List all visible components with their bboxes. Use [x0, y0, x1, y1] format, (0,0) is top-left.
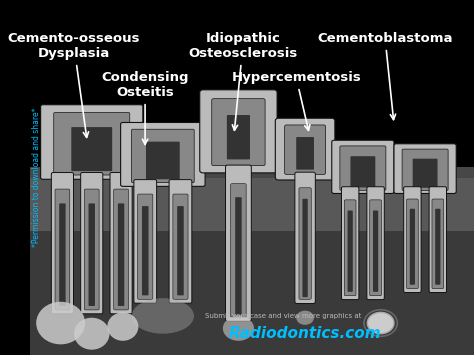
Text: Cementoblastoma: Cementoblastoma — [318, 32, 453, 120]
FancyBboxPatch shape — [137, 194, 153, 299]
FancyBboxPatch shape — [404, 187, 421, 293]
FancyBboxPatch shape — [59, 203, 65, 306]
FancyBboxPatch shape — [341, 187, 359, 300]
FancyBboxPatch shape — [299, 188, 311, 299]
Text: Condensing
Osteitis: Condensing Osteitis — [101, 71, 189, 144]
FancyBboxPatch shape — [226, 165, 251, 321]
Text: Radiodontics.com: Radiodontics.com — [229, 326, 382, 341]
Ellipse shape — [296, 311, 314, 325]
FancyBboxPatch shape — [332, 140, 394, 193]
Text: Submit your case and view more graphics at: Submit your case and view more graphics … — [205, 313, 361, 319]
FancyBboxPatch shape — [142, 206, 148, 295]
FancyBboxPatch shape — [435, 209, 440, 285]
FancyBboxPatch shape — [71, 127, 112, 171]
FancyBboxPatch shape — [370, 200, 382, 296]
FancyBboxPatch shape — [131, 129, 194, 182]
FancyBboxPatch shape — [177, 206, 184, 295]
FancyBboxPatch shape — [295, 172, 315, 304]
FancyBboxPatch shape — [429, 187, 447, 293]
FancyBboxPatch shape — [51, 173, 73, 314]
FancyBboxPatch shape — [402, 149, 448, 190]
Text: Idiopathic
Osteosclerosis: Idiopathic Osteosclerosis — [188, 32, 298, 130]
FancyBboxPatch shape — [173, 194, 188, 299]
FancyBboxPatch shape — [275, 118, 335, 180]
FancyBboxPatch shape — [89, 203, 95, 306]
FancyBboxPatch shape — [407, 199, 418, 289]
FancyBboxPatch shape — [110, 173, 132, 314]
Ellipse shape — [367, 312, 394, 334]
FancyBboxPatch shape — [29, 167, 474, 231]
FancyBboxPatch shape — [84, 189, 99, 310]
Ellipse shape — [36, 302, 85, 344]
Ellipse shape — [74, 318, 109, 350]
FancyBboxPatch shape — [296, 137, 314, 170]
FancyBboxPatch shape — [413, 159, 438, 188]
FancyBboxPatch shape — [350, 156, 375, 187]
FancyBboxPatch shape — [347, 211, 353, 292]
FancyBboxPatch shape — [114, 189, 128, 310]
FancyBboxPatch shape — [344, 200, 356, 296]
FancyBboxPatch shape — [118, 203, 124, 306]
FancyBboxPatch shape — [394, 144, 456, 193]
FancyBboxPatch shape — [227, 115, 250, 159]
FancyBboxPatch shape — [367, 187, 384, 300]
FancyBboxPatch shape — [55, 189, 70, 310]
FancyBboxPatch shape — [169, 180, 192, 303]
FancyBboxPatch shape — [134, 180, 156, 303]
FancyBboxPatch shape — [235, 197, 242, 315]
FancyBboxPatch shape — [41, 105, 143, 179]
FancyBboxPatch shape — [410, 209, 415, 285]
FancyBboxPatch shape — [212, 99, 265, 165]
Ellipse shape — [223, 316, 254, 341]
FancyBboxPatch shape — [432, 199, 444, 289]
FancyBboxPatch shape — [121, 122, 205, 186]
FancyBboxPatch shape — [146, 142, 180, 179]
Text: *Permission to download and share*: *Permission to download and share* — [32, 108, 41, 247]
Text: Cemento-osseous
Dysplasia: Cemento-osseous Dysplasia — [8, 32, 140, 137]
Ellipse shape — [132, 298, 194, 334]
Ellipse shape — [107, 312, 138, 341]
FancyBboxPatch shape — [285, 125, 326, 174]
FancyBboxPatch shape — [231, 184, 246, 317]
FancyBboxPatch shape — [29, 178, 474, 355]
Text: Hypercementosis: Hypercementosis — [231, 71, 361, 130]
FancyBboxPatch shape — [340, 146, 386, 190]
FancyBboxPatch shape — [54, 113, 130, 175]
FancyBboxPatch shape — [302, 199, 308, 297]
FancyBboxPatch shape — [81, 173, 103, 314]
FancyBboxPatch shape — [200, 90, 277, 173]
FancyBboxPatch shape — [373, 211, 378, 292]
